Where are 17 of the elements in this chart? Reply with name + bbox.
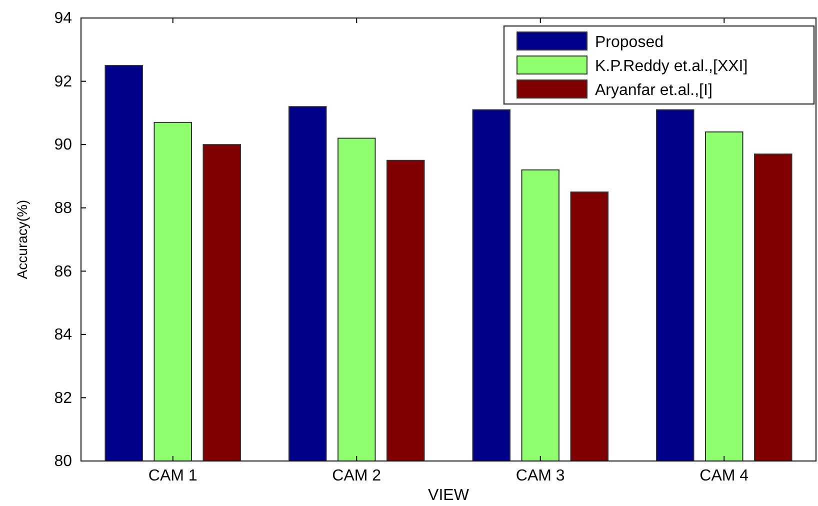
y-tick-label: 82 <box>54 390 72 407</box>
x-tick-label: CAM 3 <box>516 467 565 484</box>
legend-label: Aryanfar et.al.,[I] <box>595 82 712 99</box>
y-tick-label: 88 <box>54 200 72 217</box>
x-tick-label: CAM 1 <box>148 467 198 484</box>
y-tick-label: 86 <box>54 263 72 280</box>
x-tick-label: CAM 4 <box>700 467 749 484</box>
y-tick-label: 80 <box>54 453 72 470</box>
y-tick-label: 84 <box>54 326 72 344</box>
y-tick-label: 90 <box>54 136 72 154</box>
y-tick-label: 94 <box>54 10 72 28</box>
x-axis-title: VIEW <box>428 487 470 504</box>
legend-label: K.P.Reddy et.al.,[XXI] <box>595 58 748 75</box>
x-tick-label: CAM 2 <box>332 467 382 484</box>
legend-label: Proposed <box>595 34 664 51</box>
y-tick-label: 92 <box>54 73 72 90</box>
y-axis-title: Accuracy(%) <box>14 200 30 280</box>
